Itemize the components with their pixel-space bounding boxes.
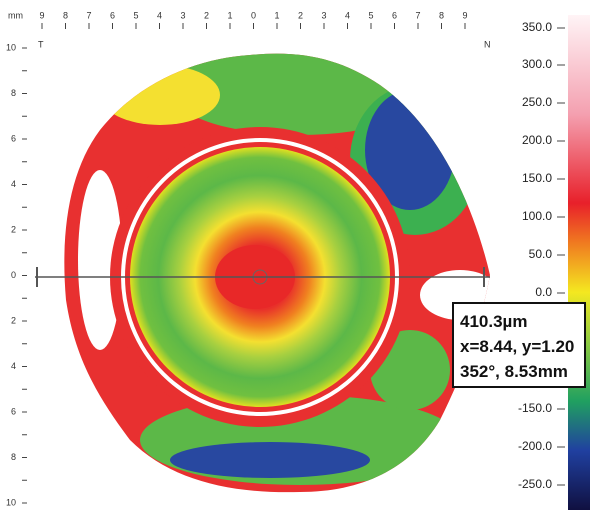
tooltip-line: x=8.44, y=1.20 <box>460 337 575 356</box>
left-tick-label: 8 <box>11 88 16 98</box>
scale-label: 50.0 <box>529 247 553 261</box>
scale-label: -250.0 <box>518 477 552 491</box>
left-tick-label: 10 <box>6 42 16 52</box>
tooltip-line: 410.3µm <box>460 312 528 331</box>
top-tick-label: 7 <box>415 10 420 20</box>
top-tick-label: 9 <box>39 10 44 20</box>
top-tick-label: 2 <box>298 10 303 20</box>
top-tick-label: 8 <box>439 10 444 20</box>
top-tick-label: 1 <box>274 10 279 20</box>
left-tick-label: 4 <box>11 179 16 189</box>
left-tick-label: 6 <box>11 406 16 416</box>
top-tick-label: 0 <box>251 10 256 20</box>
top-tick-label: 2 <box>204 10 209 20</box>
left-tick-label: 2 <box>11 315 16 325</box>
top-tick-label: 3 <box>180 10 185 20</box>
tooltip-line: 352°, 8.53mm <box>460 362 568 381</box>
top-tick-label: 3 <box>321 10 326 20</box>
side-label: T <box>38 39 44 49</box>
scale-label: 0.0 <box>535 285 552 299</box>
top-tick-label: 5 <box>368 10 373 20</box>
scale-label: 300.0 <box>522 57 552 71</box>
top-tick-label: 8 <box>63 10 68 20</box>
scale-label: 100.0 <box>522 209 552 223</box>
top-tick-label: 7 <box>86 10 91 20</box>
top-tick-label: 4 <box>345 10 350 20</box>
left-tick-label: 6 <box>11 133 16 143</box>
left-tick-label: 10 <box>6 497 16 507</box>
top-tick-label: 9 <box>462 10 467 20</box>
top-tick-label: 6 <box>392 10 397 20</box>
scale-label: -150.0 <box>518 401 552 415</box>
top-tick-label: 1 <box>227 10 232 20</box>
unit: mm <box>8 10 23 20</box>
top-tick-label: 4 <box>157 10 162 20</box>
color-scale <box>568 15 590 510</box>
top-tick-label: 6 <box>110 10 115 20</box>
left-tick-label: 4 <box>11 361 16 371</box>
scale-label: 200.0 <box>522 133 552 147</box>
left-tick-label: 8 <box>11 452 16 462</box>
scale-label: -200.0 <box>518 439 552 453</box>
tooltip: 410.3µm x=8.44, y=1.20 352°, 8.53mm <box>452 302 586 388</box>
left-tick-label: 2 <box>11 224 16 234</box>
scale-label: 250.0 <box>522 95 552 109</box>
top-tick-label: 5 <box>133 10 138 20</box>
scale-label: 150.0 <box>522 171 552 185</box>
left-tick-label: 0 <box>11 270 16 280</box>
side-label: N <box>484 39 491 49</box>
scale-label: 350.0 <box>522 20 552 34</box>
